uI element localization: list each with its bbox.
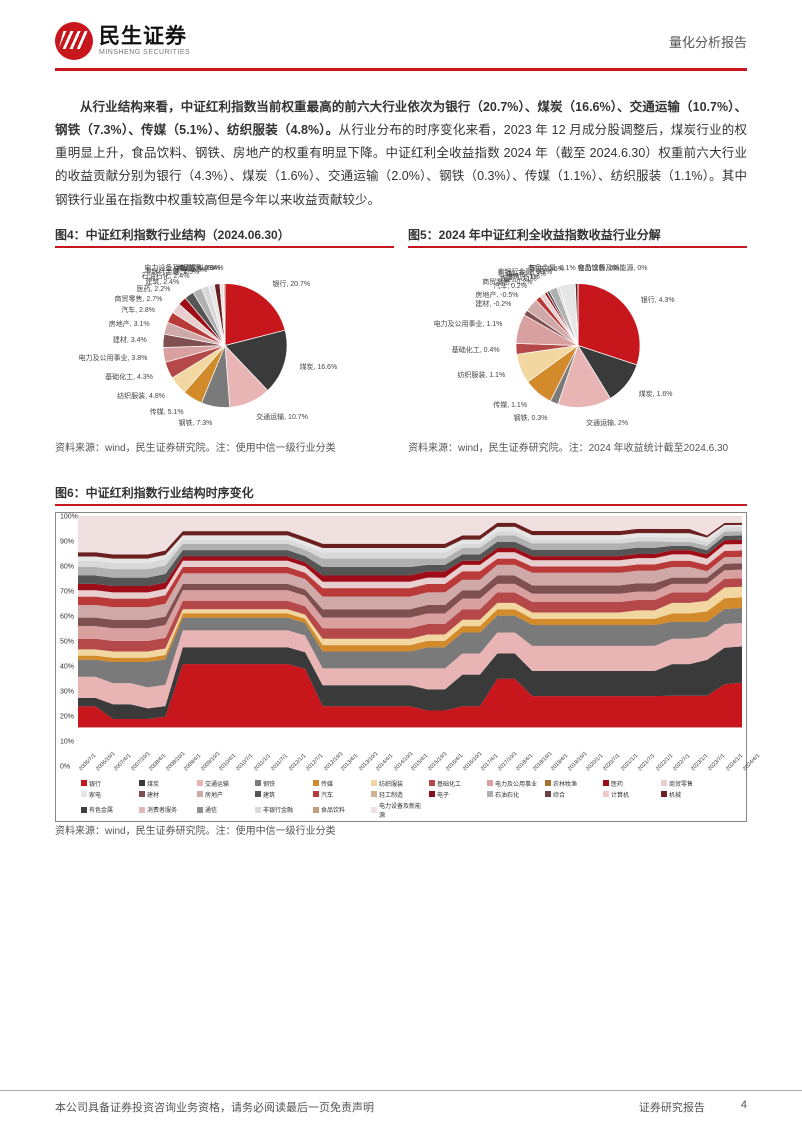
chart4-title: 图4：中证红利指数行业结构（2024.06.30） (55, 226, 394, 248)
pie-slice-label: 食品饮料, 0.4% (176, 265, 224, 273)
chart6-legend-item: 商贸零售 (661, 779, 713, 788)
chart6-legend-item: 建筑 (255, 790, 307, 799)
pie-slice-label: 汽车, 2.8% (121, 307, 155, 315)
chart6-legend-item: 交通运输 (197, 779, 249, 788)
pie-slice-label: 交通运输, 2% (586, 420, 628, 428)
pie-slice-label: 建材, -0.2% (475, 301, 511, 309)
chart6-legend-item: 建材 (139, 790, 191, 799)
pie-slice-label: 房地产, 3.1% (109, 321, 150, 329)
chart6-ytick: 10% (60, 738, 74, 745)
chart6-legend-item: 通信 (197, 801, 249, 819)
chart6-legend-item: 汽车 (313, 790, 365, 799)
chart5-source: 资料来源：wind，民生证券研究院。注：2024 年收益统计截至2024.6.3… (408, 441, 747, 456)
pie-slice-label: 银行, 4.3% (641, 297, 675, 305)
chart5-block: 图5：2024 年中证红利全收益指数收益行业分解 银行, 4.3% 煤炭, 1.6… (408, 226, 747, 456)
pie-slice-label: 煤炭, 16.6% (299, 364, 337, 372)
pie-slice-label: 钢铁, 7.3% (178, 420, 212, 428)
pie-slice-label: 基础化工, 4.3% (105, 374, 153, 382)
chart6-legend-item: 石油石化 (487, 790, 539, 799)
chart4-block: 图4：中证红利指数行业结构（2024.06.30） 银行, 20.7% 煤炭, 1… (55, 226, 394, 456)
pie-slice-label: 电力及公用事业, 3.8% (79, 355, 148, 363)
report-type-label: 量化分析报告 (669, 32, 747, 51)
pie-slice-label: 传媒, 1.1% (493, 402, 527, 410)
chart6-legend-item: 钢铁 (255, 779, 307, 788)
chart6-ytick: 0% (60, 763, 70, 770)
pie-slice-label: 医药, 2.2% (137, 287, 171, 295)
chart6-ytick: 40% (60, 663, 74, 670)
pie-slice-label: 煤炭, 1.6% (639, 391, 673, 399)
chart5-title: 图5：2024 年中证红利全收益指数收益行业分解 (408, 226, 747, 248)
chart5-pie: 银行, 4.3% 煤炭, 1.6% 交通运输, 2% 钢铁, 0.3% 传媒, 1.1%… (408, 254, 747, 439)
chart6-legend-item: 传媒 (313, 779, 365, 788)
pie-slice-label: 房地产, -0.5% (475, 292, 518, 300)
pie-slice-label: 基础化工, 0.4% (452, 347, 500, 355)
page-header: 民生证券 MINSHENG SECURITIES 量化分析报告 (0, 0, 802, 64)
chart6-ytick: 50% (60, 638, 74, 645)
chart6-legend-item: 轻工制造 (371, 790, 423, 799)
chart6-ytick: 70% (60, 588, 74, 595)
pie-slice-label: 银行, 20.7% (272, 281, 310, 289)
chart6-legend-item: 计算机 (603, 790, 655, 799)
chart6-legend-item: 农林牧渔 (545, 779, 597, 788)
pie-slice-label: 食品饮料, 0% (578, 265, 620, 273)
chart6-legend-item: 医药 (603, 779, 655, 788)
chart6-legend-item: 非银行金融 (255, 801, 307, 819)
footer-page-number: 4 (741, 1099, 747, 1115)
pie-slice-label: 纺织服装, 1.1% (457, 372, 505, 380)
chart6-legend-item: 纺织服装 (371, 779, 423, 788)
chart6-area: 0%10%20%30%40%50%60%70%80%90%100%2006/7/… (55, 512, 747, 822)
chart6-legend-item: 机械 (661, 790, 713, 799)
pie-slice-label: 建材, 3.4% (113, 337, 147, 345)
chart4-pie: 银行, 20.7% 煤炭, 16.6% 交通运输, 10.7% 钢铁, 7.3% 传媒,… (55, 254, 394, 439)
chart4-source: 资料来源：wind，民生证券研究院。注：使用中信一级行业分类 (55, 441, 394, 456)
pie-slice-label: 纺织服装, 4.8% (117, 393, 165, 401)
brand-logo: 民生证券 MINSHENG SECURITIES (55, 22, 190, 60)
chart6-legend-item: 银行 (81, 779, 133, 788)
pie-slice-label: 有色金属, 0.1% (528, 265, 576, 273)
pie-slice-label: 商贸零售, 2.7% (114, 296, 162, 304)
logo-en-text: MINSHENG SECURITIES (99, 49, 190, 56)
pie-slice-label: 钢铁, 0.3% (514, 415, 548, 423)
pie-slice-label: 电力及公用事业, 1.1% (434, 322, 503, 330)
footer-report-label: 证券研究报告 (639, 1099, 705, 1115)
chart6-ytick: 90% (60, 538, 74, 545)
chart6-ytick: 20% (60, 713, 74, 720)
footer-disclaimer: 本公司具备证券投资咨询业务资格，请务必阅读最后一页免责声明 (55, 1099, 374, 1115)
body-paragraph: 从行业结构来看，中证红利指数当前权重最高的前六大行业依次为银行（20.7%）、煤… (55, 96, 747, 212)
pie-slice-label: 传媒, 5.1% (150, 409, 184, 417)
chart6-legend-item: 有色金属 (81, 801, 133, 819)
chart6-ytick: 30% (60, 688, 74, 695)
chart6-ytick: 100% (60, 513, 78, 520)
chart6-legend-item: 电力设备及新能源 (371, 801, 423, 819)
chart6-legend-item: 电力及公用事业 (487, 779, 539, 788)
chart6-source: 资料来源：wind，民生证券研究院。注：使用中信一级行业分类 (55, 824, 747, 839)
chart6-legend-item: 基础化工 (429, 779, 481, 788)
chart6-legend-item: 食品饮料 (313, 801, 365, 819)
pie-slice-label: 交通运输, 10.7% (256, 414, 308, 422)
chart6-legend-item: 家电 (81, 790, 133, 799)
chart6-title: 图6：中证红利指数行业结构时序变化 (55, 484, 747, 506)
chart6-ytick: 80% (60, 563, 74, 570)
logo-cn-text: 民生证券 (99, 26, 190, 47)
chart6-legend-item: 综合 (545, 790, 597, 799)
chart6-ytick: 60% (60, 613, 74, 620)
chart6-legend-item: 煤炭 (139, 779, 191, 788)
chart6-legend-item: 房地产 (197, 790, 249, 799)
logo-icon (55, 22, 93, 60)
page-footer: 本公司具备证券投资咨询业务资格，请务必阅读最后一页免责声明 证券研究报告 4 (0, 1090, 802, 1133)
chart6-legend-item: 电子 (429, 790, 481, 799)
chart6-legend-item: 消费者服务 (139, 801, 191, 819)
